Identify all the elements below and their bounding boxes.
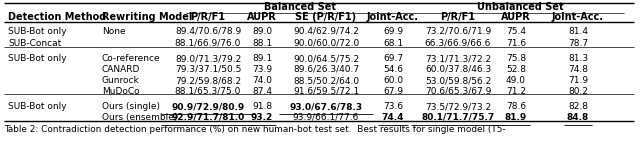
- Text: 79.2/59.8/68.2: 79.2/59.8/68.2: [175, 76, 241, 85]
- Text: AUPR: AUPR: [247, 12, 277, 22]
- Text: 73.1/71.3/72.2: 73.1/71.3/72.2: [425, 54, 491, 63]
- Text: 74.4: 74.4: [381, 113, 404, 122]
- Text: 84.8: 84.8: [567, 113, 589, 122]
- Text: Co-reference: Co-reference: [102, 54, 161, 63]
- Text: 53.0/59.8/56.2: 53.0/59.8/56.2: [425, 76, 491, 85]
- Text: Rewriting Model: Rewriting Model: [102, 12, 193, 22]
- Text: 79.3/37.1/50.5: 79.3/37.1/50.5: [175, 65, 241, 74]
- Text: Joint-Acc.: Joint-Acc.: [367, 12, 419, 22]
- Text: 89.0: 89.0: [252, 27, 272, 36]
- Text: Ours (ensemble): Ours (ensemble): [102, 113, 177, 122]
- Text: 88.1/66.9/76.0: 88.1/66.9/76.0: [175, 39, 241, 48]
- Text: 88.1/65.3/75.0: 88.1/65.3/75.0: [175, 87, 241, 96]
- Text: 88.1: 88.1: [252, 39, 272, 48]
- Text: SUB-Concat: SUB-Concat: [8, 39, 61, 48]
- Text: 78.6: 78.6: [506, 102, 526, 111]
- Text: 80.1/71.7/75.7: 80.1/71.7/75.7: [421, 113, 495, 122]
- Text: 81.9: 81.9: [505, 113, 527, 122]
- Text: 88.5/50.2/64.0: 88.5/50.2/64.0: [293, 76, 359, 85]
- Text: 74.0: 74.0: [252, 76, 272, 85]
- Text: MuDoCo: MuDoCo: [102, 87, 140, 96]
- Text: SUB-Bot only: SUB-Bot only: [8, 102, 67, 111]
- Text: 82.8: 82.8: [568, 102, 588, 111]
- Text: 70.6/65.3/67.9: 70.6/65.3/67.9: [425, 87, 491, 96]
- Text: P/R/F1: P/R/F1: [440, 12, 476, 22]
- Text: Joint-Acc.: Joint-Acc.: [552, 12, 604, 22]
- Text: 92.9/71.7/81.0: 92.9/71.7/81.0: [172, 113, 244, 122]
- Text: 90.0/60.0/72.0: 90.0/60.0/72.0: [293, 39, 359, 48]
- Text: 71.2: 71.2: [506, 87, 526, 96]
- Text: 68.1: 68.1: [383, 39, 403, 48]
- Text: 78.7: 78.7: [568, 39, 588, 48]
- Text: 89.0/71.3/79.2: 89.0/71.3/79.2: [175, 54, 241, 63]
- Text: 93.0/67.6/78.3: 93.0/67.6/78.3: [289, 102, 363, 111]
- Text: 75.4: 75.4: [506, 27, 526, 36]
- Text: SE (P/R/F1): SE (P/R/F1): [296, 12, 356, 22]
- Text: Balanced Set: Balanced Set: [264, 2, 336, 12]
- Text: 81.3: 81.3: [568, 54, 588, 63]
- Text: 73.6: 73.6: [383, 102, 403, 111]
- Text: 60.0/37.8/46.3: 60.0/37.8/46.3: [425, 65, 491, 74]
- Text: Detection Method: Detection Method: [8, 12, 106, 22]
- Text: 73.5/72.9/73.2: 73.5/72.9/73.2: [425, 102, 491, 111]
- Text: Ours (single): Ours (single): [102, 102, 160, 111]
- Text: 93.2: 93.2: [251, 113, 273, 122]
- Text: SUB-Bot only: SUB-Bot only: [8, 54, 67, 63]
- Text: 67.9: 67.9: [383, 87, 403, 96]
- Text: 87.4: 87.4: [252, 87, 272, 96]
- Text: 73.2/70.6/71.9: 73.2/70.6/71.9: [425, 27, 491, 36]
- Text: 54.6: 54.6: [383, 65, 403, 74]
- Text: 73.9: 73.9: [252, 65, 272, 74]
- Text: 89.1: 89.1: [252, 54, 272, 63]
- Text: 90.0/64.5/75.2: 90.0/64.5/75.2: [293, 54, 359, 63]
- Text: 49.0: 49.0: [506, 76, 526, 85]
- Text: 75.8: 75.8: [506, 54, 526, 63]
- Text: None: None: [102, 27, 125, 36]
- Text: AUPR: AUPR: [501, 12, 531, 22]
- Text: 60.0: 60.0: [383, 76, 403, 85]
- Text: 69.9: 69.9: [383, 27, 403, 36]
- Text: Table 2: Contradiction detection performance (%) on new human-bot test set.  Bes: Table 2: Contradiction detection perform…: [4, 125, 506, 134]
- Text: 89.4/70.6/78.9: 89.4/70.6/78.9: [175, 27, 241, 36]
- Text: 91.6/59.5/72.1: 91.6/59.5/72.1: [293, 87, 359, 96]
- Text: Gunrock: Gunrock: [102, 76, 140, 85]
- Text: SUB-Bot only: SUB-Bot only: [8, 27, 67, 36]
- Text: 90.4/62.9/74.2: 90.4/62.9/74.2: [293, 27, 359, 36]
- Text: 89.6/26.3/40.7: 89.6/26.3/40.7: [293, 65, 359, 74]
- Text: 52.8: 52.8: [506, 65, 526, 74]
- Text: Unbalanced Set: Unbalanced Set: [477, 2, 563, 12]
- Text: 93.9/66.1/77.6: 93.9/66.1/77.6: [293, 113, 359, 122]
- Text: 81.4: 81.4: [568, 27, 588, 36]
- Text: 90.9/72.9/80.9: 90.9/72.9/80.9: [172, 102, 244, 111]
- Text: 69.7: 69.7: [383, 54, 403, 63]
- Text: P/R/F1: P/R/F1: [191, 12, 225, 22]
- Text: 71.6: 71.6: [506, 39, 526, 48]
- Text: 74.8: 74.8: [568, 65, 588, 74]
- Text: 91.8: 91.8: [252, 102, 272, 111]
- Text: CANARD: CANARD: [102, 65, 140, 74]
- Text: 71.9: 71.9: [568, 76, 588, 85]
- Text: 80.2: 80.2: [568, 87, 588, 96]
- Text: 66.3/66.9/66.6: 66.3/66.9/66.6: [425, 39, 491, 48]
